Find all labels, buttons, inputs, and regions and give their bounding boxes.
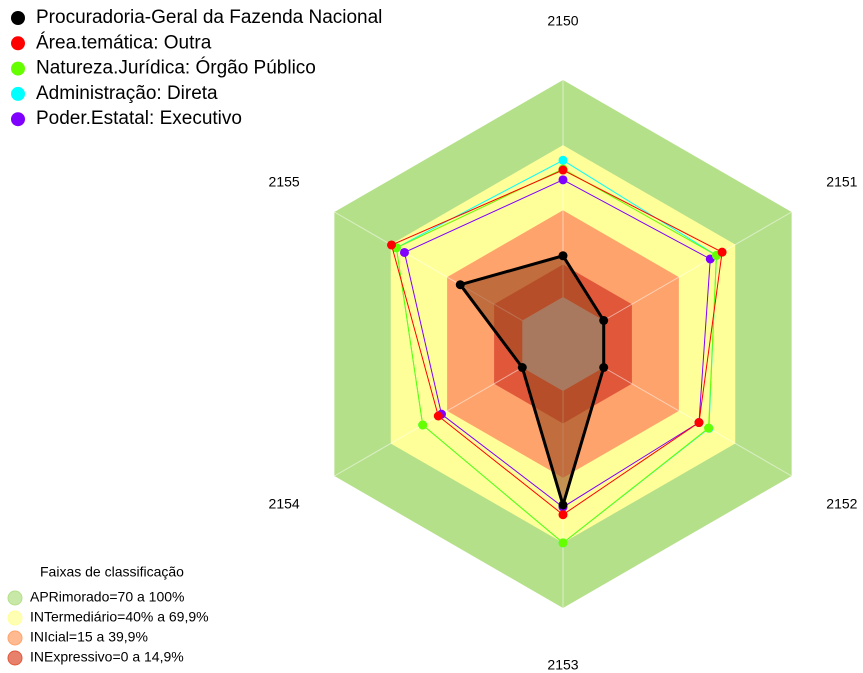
series-point bbox=[558, 175, 568, 185]
series-point bbox=[399, 247, 409, 257]
legend-marker bbox=[11, 61, 25, 76]
legend-marker bbox=[11, 11, 25, 25]
legend-marker bbox=[11, 36, 25, 51]
series-point bbox=[599, 363, 609, 372]
axis-label: 2153 bbox=[547, 657, 578, 673]
series-point bbox=[455, 280, 465, 290]
legend-marker bbox=[11, 86, 25, 101]
legend-label: Procuradoria-Geral da Fazenda Nacional bbox=[36, 7, 382, 28]
bands-legend-marker bbox=[7, 610, 23, 626]
legend-label: Poder.Estatal: Executivo bbox=[36, 108, 242, 129]
legend-marker bbox=[11, 112, 25, 127]
bands-legend-marker bbox=[7, 590, 23, 606]
series-point bbox=[386, 240, 396, 250]
series-point bbox=[558, 538, 568, 548]
legend-label: Administração: Direta bbox=[36, 83, 218, 104]
axis-label: 2152 bbox=[826, 496, 857, 512]
series-point bbox=[558, 155, 568, 165]
series-point bbox=[558, 165, 568, 175]
bands-legend-label: INExpressivo=0 a 14,9% bbox=[30, 649, 184, 665]
axis-spoke bbox=[603, 211, 792, 321]
legend-label: Área.temática: Outra bbox=[36, 32, 212, 53]
series-point bbox=[717, 247, 727, 257]
series-point bbox=[433, 411, 443, 421]
series-point bbox=[418, 420, 428, 430]
axis-label: 2155 bbox=[269, 174, 300, 190]
bands-legend-marker bbox=[7, 650, 23, 666]
series-point bbox=[694, 418, 704, 428]
bands-legend-label: INTermediário=40% a 69,9% bbox=[30, 609, 209, 625]
series-point bbox=[558, 251, 568, 261]
axis-label: 2150 bbox=[547, 13, 578, 29]
series-point bbox=[558, 510, 568, 520]
bands-legend-marker bbox=[7, 630, 23, 646]
bands-legend-label: APRimorado=70 a 100% bbox=[30, 589, 185, 605]
legend-label: Natureza.Jurídica: Órgão Público bbox=[36, 57, 316, 79]
axis-spoke bbox=[334, 367, 523, 477]
axis-label: 2151 bbox=[826, 174, 857, 190]
series-point bbox=[599, 316, 609, 325]
bands-legend-title: Faixas de classificação bbox=[40, 564, 184, 580]
axis-label: 2154 bbox=[269, 496, 300, 512]
series-point bbox=[558, 500, 568, 510]
bands-legend-label: INIcial=15 a 39,9% bbox=[30, 629, 148, 645]
series-point bbox=[517, 363, 527, 372]
series-point bbox=[704, 423, 714, 433]
